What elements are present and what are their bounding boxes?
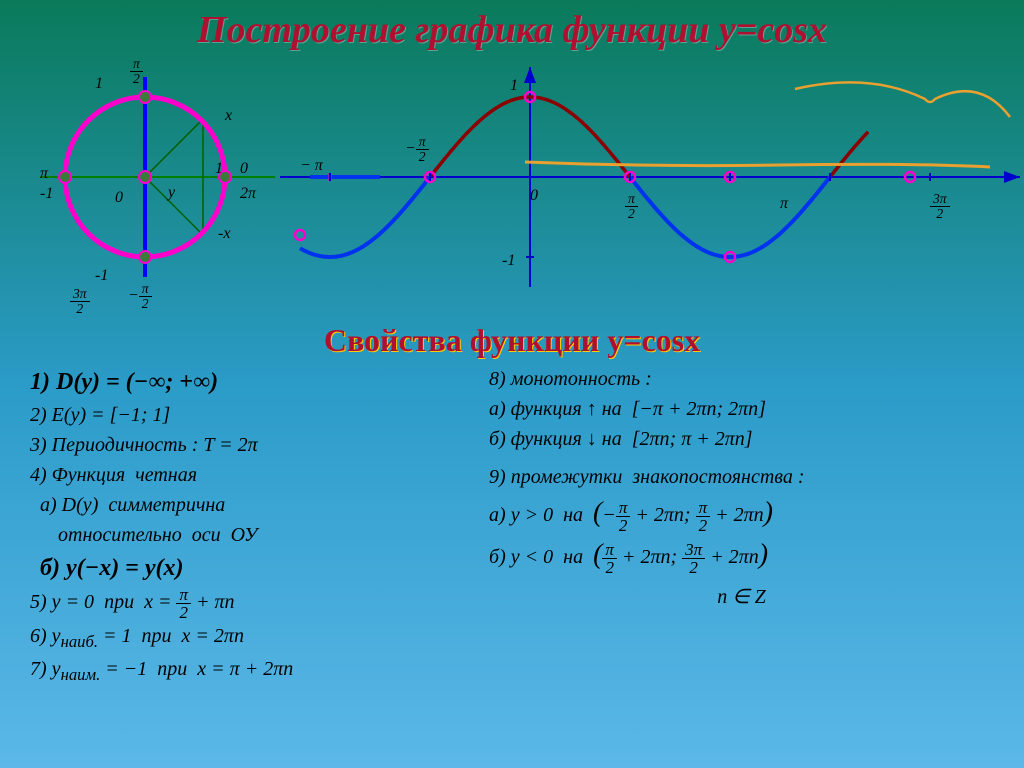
properties-right-col: 8) монотонность : а) функция ↑ на [−π + … [489, 364, 994, 687]
circle-label-y: y [168, 184, 175, 202]
circle-label-mpi2: −π2 [128, 282, 152, 310]
page-title: Построение графика функции y=cosx [0, 0, 1024, 52]
prop-1: 1) D(y) = (−∞; +∞) [30, 364, 489, 400]
prop-3: 3) Периодичность : T = 2π [30, 430, 489, 460]
circle-label-2pi: 2π [240, 185, 256, 203]
graph-label-pi2: π2 [625, 192, 638, 220]
circle-label-m1-left: -1 [40, 185, 53, 203]
prop-5: 5) y = 0 при x = π2 + πn [30, 586, 489, 621]
prop-nz: n ∈ Z [489, 582, 994, 612]
circle-label-3pi2: 3π2 [70, 287, 90, 315]
prop-4: 4) Функция четная [30, 460, 489, 490]
unit-circle-svg [0, 57, 1024, 317]
graph-label-1: 1 [510, 77, 518, 95]
circle-label-m1-bottom: -1 [95, 267, 108, 285]
prop-4b: б) y(−x) = y(x) [30, 550, 489, 586]
circle-label-mx: -x [218, 225, 230, 243]
graph-label-pi: π [780, 195, 788, 213]
prop-4a: а) D(y) симметрична [30, 490, 489, 520]
properties-subtitle: Свойства функции y=cosx [0, 322, 1024, 359]
graph-label-m1: -1 [502, 252, 515, 270]
prop-9: 9) промежутки знакопостоянства : [489, 462, 994, 492]
prop-6: 6) yнаиб. = 1 при x = 2πn [30, 621, 489, 654]
circle-label-1-right: 1 [215, 160, 223, 178]
circle-label-x: x [225, 107, 232, 125]
properties-columns: 1) D(y) = (−∞; +∞) 2) E(y) = [−1; 1] 3) … [0, 359, 1024, 692]
properties-left-col: 1) D(y) = (−∞; +∞) 2) E(y) = [−1; 1] 3) … [30, 364, 489, 687]
circle-label-0-center: 0 [115, 189, 123, 207]
graph-label-mpi2: −π2 [405, 135, 429, 163]
graph-label-mpi: − π [300, 157, 323, 175]
prop-9a: а) y > 0 на (−π2 + 2πn; π2 + 2πn) [489, 492, 994, 534]
circle-label-pi: π [40, 165, 48, 183]
prop-8b: б) функция ↓ на [2πn; π + 2πn] [489, 424, 994, 454]
prop-4a2: относительно оси ОУ [30, 520, 489, 550]
prop-9b: б) y < 0 на (π2 + 2πn; 3π2 + 2πn) [489, 534, 994, 576]
circle-label-pi2: π2 [130, 57, 143, 85]
prop-8a: а) функция ↑ на [−π + 2πn; 2πn] [489, 394, 994, 424]
circle-label-0-right: 0 [240, 160, 248, 178]
prop-2: 2) E(y) = [−1; 1] [30, 400, 489, 430]
graph-label-0: 0 [530, 187, 538, 205]
graph-area: 1 π2 x π -1 0 y 1 0 2π -x -1 3π2 −π2 1 -… [0, 57, 1024, 317]
circle-label-1-top: 1 [95, 75, 103, 93]
prop-7: 7) yнаим. = −1 при x = π + 2πn [30, 654, 489, 687]
graph-label-3pi2: 3π2 [930, 192, 950, 220]
prop-8: 8) монотонность : [489, 364, 994, 394]
